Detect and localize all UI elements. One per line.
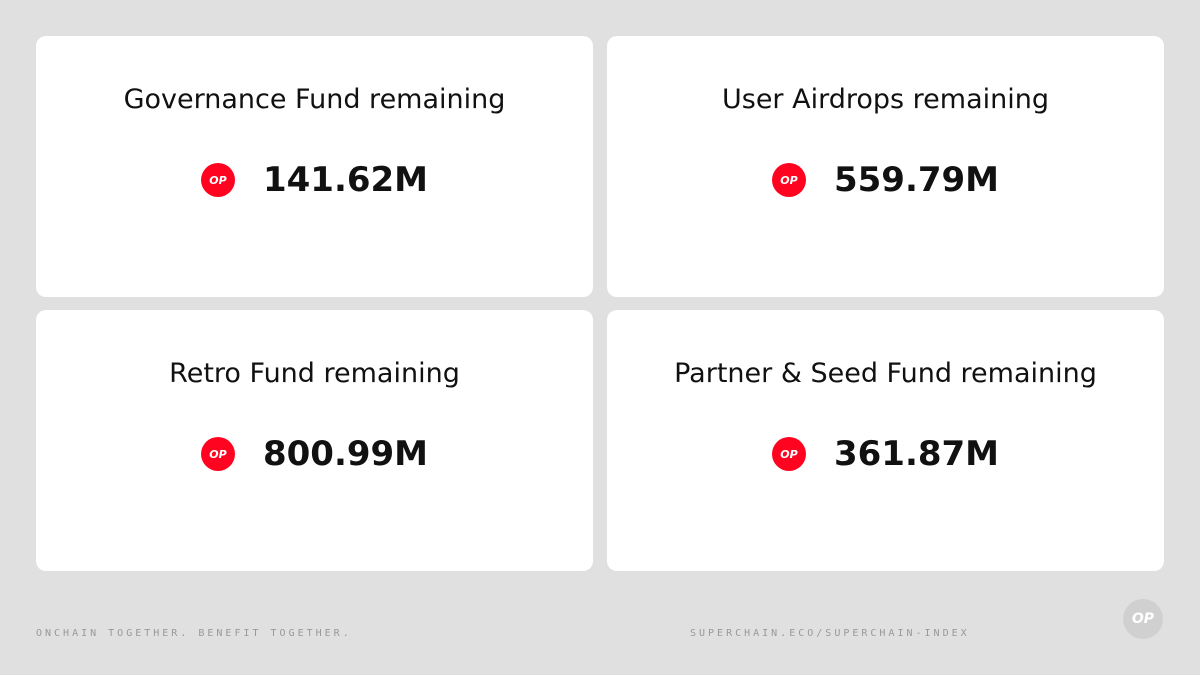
op-badge: OP (200, 437, 235, 471)
card: Governance Fund remaining OP 141.62M (36, 36, 593, 297)
card-title: User Airdrops remaining (721, 84, 1049, 115)
op-badge: OP (771, 437, 806, 471)
card-title: Partner & Seed Fund remaining (674, 358, 1097, 389)
card: Partner & Seed Fund remaining OP 361.87M (607, 310, 1164, 571)
card-title: Governance Fund remaining (123, 84, 506, 115)
logo: OP (1123, 599, 1163, 639)
card-value: 141.62M (262, 160, 429, 200)
op-badge: OP (771, 163, 806, 197)
card-value: 800.99M (262, 434, 429, 474)
url[interactable]: SUPERCHAIN.ECO/SUPERCHAIN-INDEX (690, 628, 970, 639)
card-title: Retro Fund remaining (169, 358, 460, 389)
card-value: 559.79M (833, 160, 1000, 200)
op-badge: OP (200, 163, 235, 197)
tagline: ONCHAIN TOGETHER. BENEFIT TOGETHER. (36, 628, 352, 639)
card-value: 361.87M (833, 434, 1000, 474)
card: Retro Fund remaining OP 800.99M (36, 310, 593, 571)
card: User Airdrops remaining OP 559.79M (607, 36, 1164, 297)
